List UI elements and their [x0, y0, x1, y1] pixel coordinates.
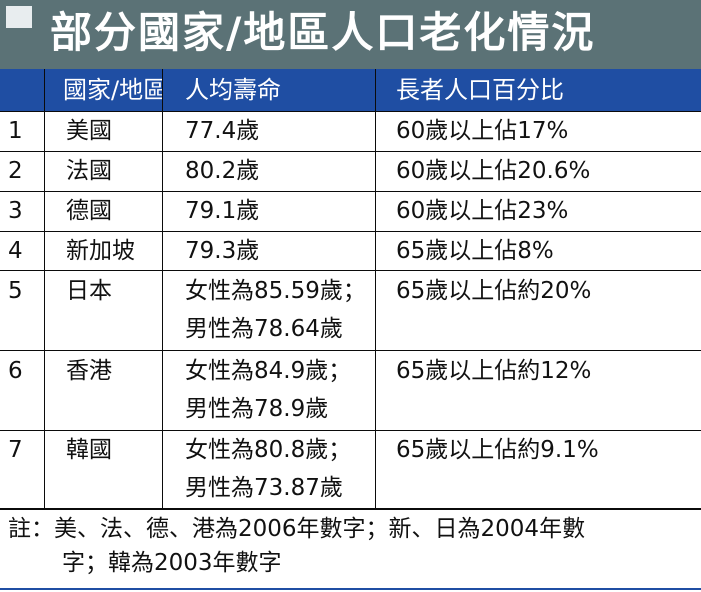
- title-bar: 部分國家/地區人口老化情況: [0, 0, 701, 69]
- footnote: 註：美、法、德、港為2006年數字；新、日為2004年數 字；韓為2003年數字: [8, 512, 585, 580]
- column-header-life-expectancy: 人均壽命: [163, 69, 375, 111]
- row-divider: [0, 270, 701, 271]
- life-expectancy-female: 女性為85.59歲；: [185, 278, 366, 304]
- row-divider: [0, 191, 701, 192]
- life-expectancy-female: 女性為84.9歲；: [185, 358, 352, 384]
- page-title: 部分國家/地區人口老化情況: [50, 8, 596, 57]
- table-bottom-border: [0, 508, 701, 510]
- life-expectancy-cell: 79.1歲: [185, 198, 260, 224]
- row-number: 1: [8, 118, 23, 144]
- region-cell: 日本: [66, 278, 112, 304]
- life-expectancy-male: 男性為73.87歲: [185, 475, 343, 501]
- life-expectancy-cell: 77.4歲: [185, 118, 260, 144]
- bottom-rule: [0, 588, 701, 590]
- column-divider: [375, 69, 376, 508]
- elderly-percentage-cell: 60歲以上佔17%: [396, 118, 569, 144]
- row-number: 5: [8, 278, 23, 304]
- row-divider: [0, 151, 701, 152]
- row-number: 3: [8, 198, 23, 224]
- elderly-percentage-cell: 65歲以上佔約20%: [396, 278, 592, 304]
- region-cell: 法國: [66, 158, 112, 184]
- elderly-percentage-cell: 65歲以上佔8%: [396, 238, 554, 264]
- region-cell: 德國: [66, 198, 112, 224]
- elderly-percentage-cell: 65歲以上佔約9.1%: [396, 437, 599, 463]
- life-expectancy-male: 男性為78.64歲: [185, 316, 343, 342]
- row-divider: [0, 350, 701, 351]
- row-number: 2: [8, 158, 23, 184]
- column-header-elderly-percentage: 長者人口百分比: [376, 69, 701, 111]
- life-expectancy-male: 男性為78.9歲: [185, 396, 329, 422]
- row-divider: [0, 430, 701, 431]
- row-number: 4: [8, 238, 23, 264]
- row-divider: [0, 111, 701, 112]
- region-cell: 新加坡: [66, 238, 135, 264]
- life-expectancy-cell: 79.3歲: [185, 238, 260, 264]
- life-expectancy-female: 女性為80.8歲；: [185, 437, 352, 463]
- row-number: 6: [8, 358, 23, 384]
- footnote-line-1: 註：美、法、德、港為2006年數字；新、日為2004年數: [8, 516, 586, 542]
- region-cell: 美國: [66, 118, 112, 144]
- column-header-number: [0, 69, 44, 111]
- region-cell: 香港: [66, 358, 112, 384]
- life-expectancy-cell: 80.2歲: [185, 158, 260, 184]
- region-cell: 韓國: [66, 437, 112, 463]
- column-header-region: 國家/地區: [45, 69, 167, 111]
- footnote-line-2: 字；韓為2003年數字: [62, 550, 282, 576]
- column-divider: [162, 69, 163, 508]
- column-divider: [44, 69, 45, 508]
- elderly-percentage-cell: 65歲以上佔約12%: [396, 358, 592, 384]
- elderly-percentage-cell: 60歲以上佔20.6%: [396, 158, 591, 184]
- elderly-percentage-cell: 60歲以上佔23%: [396, 198, 569, 224]
- title-square-icon: [6, 6, 32, 28]
- row-divider: [0, 231, 701, 232]
- row-number: 7: [8, 437, 23, 463]
